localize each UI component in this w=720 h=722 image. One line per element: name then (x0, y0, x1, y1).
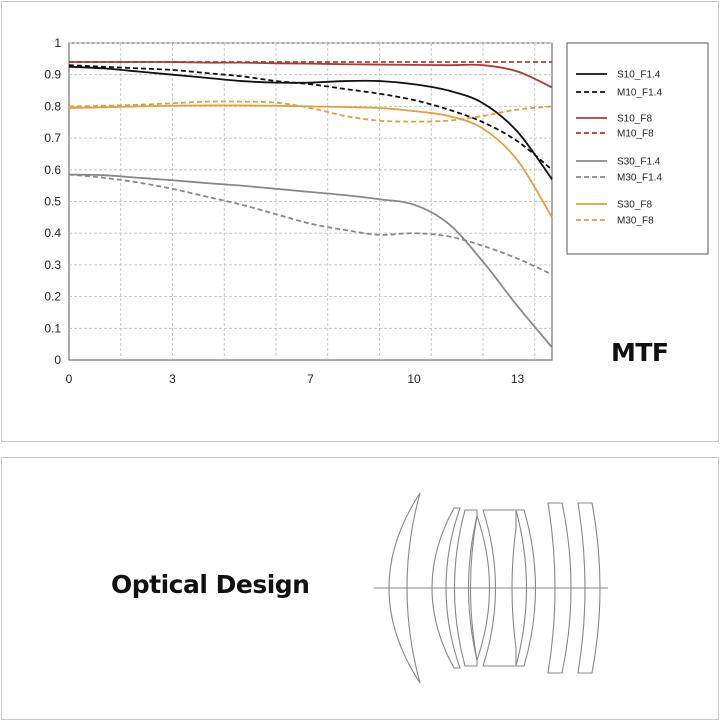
legend-label: M30_F1.4 (617, 173, 662, 184)
y-tick-label: 0.7 (44, 131, 61, 145)
mtf-panel: 0 0.1 0.2 0.3 0.4 0.5 0.6 0.7 0.8 0.9 1 0 3 7 10 13 S10_… (1, 1, 719, 442)
y-tick-label: 0.4 (44, 226, 61, 240)
mtf-chart: 00.10.20.30.40.50.60.70.80.910 3 7 10 13S10_… (44, 36, 709, 386)
y-tick-label: 0.8 (44, 99, 61, 113)
lens-element-1 (388, 492, 421, 684)
x-tick-label: 3 (169, 372, 176, 386)
legend-box (566, 42, 709, 255)
optical-design-title: Optical Design (111, 570, 310, 599)
lens-element-7 (547, 502, 572, 674)
series-line-m30-f1-4 (68, 173, 553, 276)
series-line-m30-f8 (68, 100, 553, 123)
x-tick-label: 10 (407, 372, 421, 386)
legend-label: S10_F1.4 (617, 70, 661, 81)
series-line-m10-f1-4 (68, 64, 553, 171)
lens-diagram (374, 492, 608, 684)
x-tick-label: 7 (307, 372, 314, 386)
lens-element-8 (577, 502, 601, 674)
series-line-s10-f8 (69, 61, 553, 89)
y-tick-label: 0.2 (44, 290, 61, 304)
legend-label: S30_F1.4 (617, 157, 661, 168)
y-tick-label: 0.6 (44, 163, 61, 177)
series-line-s30-f1-4 (68, 173, 553, 348)
legend-label: M10_F8 (617, 129, 654, 140)
legend-label: M30_F8 (617, 216, 654, 227)
y-tick-label: 0.3 (44, 258, 61, 272)
y-tick-label: 0 (54, 353, 61, 367)
y-tick-label: 1 (54, 36, 61, 50)
lens-element-2 (431, 507, 461, 669)
x-tick-label: 0 (66, 372, 73, 386)
y-tick-label: 0.5 (44, 195, 61, 209)
series-line-s30-f8 (68, 104, 553, 218)
legend-label: M10_F1.4 (617, 88, 662, 99)
series-line-s10-f1-4 (68, 65, 553, 180)
optical-design-panel: Optical Design (1, 457, 719, 720)
y-tick-label: 0.1 (44, 321, 61, 335)
legend-label: S30_F8 (617, 200, 652, 211)
x-tick-label: 13 (511, 372, 525, 386)
lens-element-6 (515, 509, 536, 667)
legend-label: S10_F8 (617, 114, 652, 125)
chart-title: MTF (611, 338, 669, 367)
y-tick-label: 0.9 (44, 68, 61, 82)
lens-element-4 (468, 514, 490, 662)
